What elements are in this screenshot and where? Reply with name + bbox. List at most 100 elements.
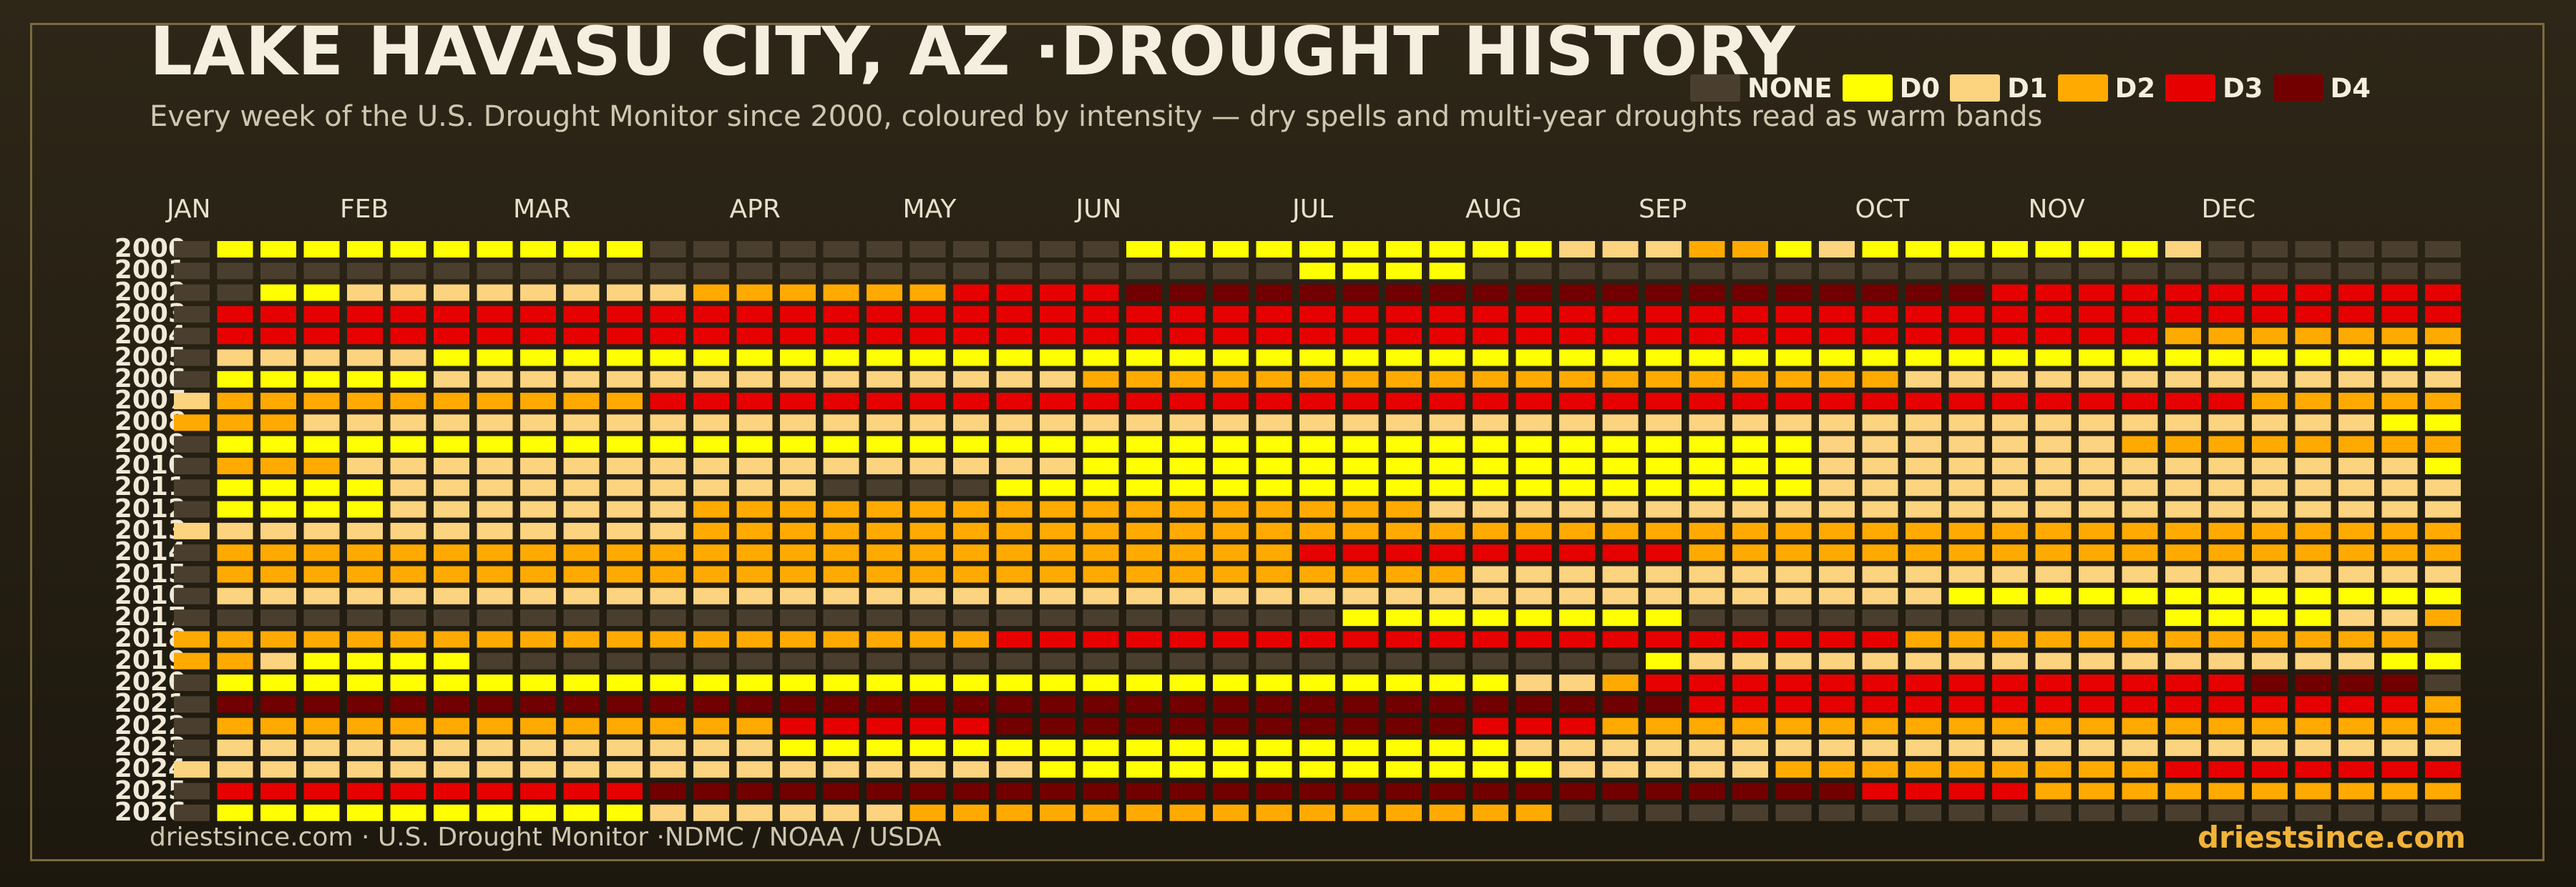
week-cell xyxy=(693,479,729,496)
week-cell xyxy=(1602,717,1639,735)
week-cell xyxy=(2252,544,2288,562)
week-cell xyxy=(1386,544,1422,562)
week-cell xyxy=(1299,587,1335,604)
week-cell xyxy=(1862,436,1898,453)
week-cell xyxy=(650,436,686,453)
week-cell xyxy=(780,241,816,258)
week-cell xyxy=(1342,393,1379,410)
week-cell xyxy=(2425,609,2461,627)
week-cell xyxy=(1516,479,1552,496)
week-cell xyxy=(650,263,686,280)
week-cell xyxy=(1732,349,1768,366)
week-cell xyxy=(650,675,686,691)
week-cell xyxy=(1775,783,1812,800)
week-cell xyxy=(693,609,729,627)
week-cell xyxy=(1342,436,1379,453)
week-cell xyxy=(434,783,469,800)
week-cell xyxy=(347,544,383,562)
week-cell xyxy=(1169,371,1206,388)
week-cell xyxy=(1689,241,1725,258)
week-cell xyxy=(1646,761,1682,778)
week-cell xyxy=(1516,783,1552,800)
week-cell xyxy=(996,349,1033,366)
week-cell xyxy=(1992,804,2028,821)
week-cell xyxy=(303,284,340,301)
legend-swatch xyxy=(2273,74,2323,102)
week-cell xyxy=(1819,675,1855,691)
legend-item-d1: D1 xyxy=(1950,73,2048,104)
week-cell xyxy=(1819,739,1855,756)
week-cell xyxy=(693,783,729,800)
week-cell xyxy=(2295,717,2331,735)
week-cell xyxy=(1169,566,1206,583)
week-cell xyxy=(2252,739,2288,756)
month-label: AUG xyxy=(1465,195,1522,224)
week-cell xyxy=(1429,609,1465,627)
week-cell xyxy=(1602,566,1639,583)
week-cell xyxy=(736,783,773,800)
week-cell xyxy=(2208,696,2245,713)
week-cell xyxy=(520,696,556,713)
month-label: JUL xyxy=(1292,195,1334,224)
week-cell xyxy=(1169,284,1206,301)
week-cell xyxy=(1169,393,1206,410)
week-cell xyxy=(909,479,946,496)
week-cell xyxy=(780,609,816,627)
week-cell xyxy=(1906,761,1941,778)
week-cell xyxy=(520,587,556,604)
week-cell xyxy=(780,414,816,431)
week-cell xyxy=(217,717,253,735)
week-cell xyxy=(1429,631,1465,648)
week-cell xyxy=(736,675,773,691)
week-cell xyxy=(1256,328,1292,345)
week-cell xyxy=(2122,675,2158,691)
week-cell xyxy=(1342,587,1379,604)
week-cell xyxy=(909,739,946,756)
week-cell xyxy=(1819,566,1855,583)
week-cell xyxy=(390,783,426,800)
week-cell xyxy=(1126,609,1162,627)
week-cell xyxy=(736,349,773,366)
week-cell xyxy=(2425,587,2461,604)
week-cell xyxy=(303,652,340,670)
week-cell xyxy=(736,717,773,735)
week-cell xyxy=(1040,393,1075,410)
week-cell xyxy=(1819,717,1855,735)
week-cell xyxy=(217,696,253,713)
week-cell xyxy=(1516,284,1552,301)
week-cell xyxy=(1819,349,1855,366)
week-cell xyxy=(823,783,859,800)
week-cell xyxy=(650,241,686,258)
week-cell xyxy=(1906,522,1941,539)
week-cell xyxy=(563,241,600,258)
week-cell xyxy=(1775,652,1812,670)
week-cell xyxy=(2425,371,2461,388)
week-cell xyxy=(2295,263,2331,280)
week-cell xyxy=(1906,609,1941,627)
week-cell xyxy=(303,479,340,496)
week-cell xyxy=(736,804,773,821)
week-cell xyxy=(1602,371,1639,388)
week-cell xyxy=(1775,241,1812,258)
week-cell xyxy=(2035,522,2072,539)
week-cell xyxy=(1429,305,1465,323)
week-cell xyxy=(953,717,989,735)
week-cell xyxy=(347,522,383,539)
week-cell xyxy=(1429,587,1465,604)
week-cell xyxy=(1126,349,1162,366)
week-cell xyxy=(2295,479,2331,496)
week-cell xyxy=(563,284,600,301)
week-cell xyxy=(260,393,296,410)
week-cell xyxy=(2122,458,2158,474)
week-cell xyxy=(1906,458,1941,474)
week-cell xyxy=(1559,566,1595,583)
week-cell xyxy=(2208,631,2245,648)
week-cell xyxy=(780,479,816,496)
week-cell xyxy=(1906,241,1941,258)
week-cell xyxy=(2208,783,2245,800)
week-cell xyxy=(1169,414,1206,431)
week-cell xyxy=(1213,393,1249,410)
week-cell xyxy=(780,696,816,713)
week-cell xyxy=(1040,458,1075,474)
week-cell xyxy=(1169,609,1206,627)
